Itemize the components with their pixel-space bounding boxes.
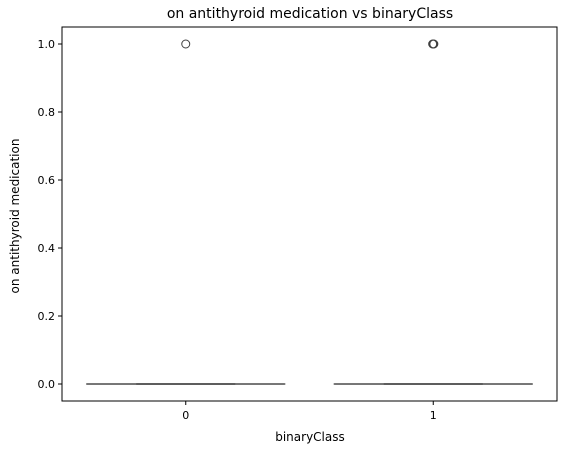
y-tick-label-1: 0.2 [38, 310, 56, 323]
y-tick-label-0: 0.0 [38, 378, 56, 391]
y-tick-label-4: 0.8 [38, 106, 56, 119]
y-tick-label-3: 0.6 [38, 174, 56, 187]
x-axis-label: binaryClass [275, 430, 345, 444]
chart-title: on antithyroid medication vs binaryClass [167, 6, 453, 22]
y-tick-label-2: 0.4 [38, 242, 56, 255]
x-tick-label-1: 1 [430, 409, 437, 422]
outlier-point-0-0 [181, 39, 191, 49]
y-tick-label-5: 1.0 [38, 38, 56, 51]
outlier-point-1-2 [429, 39, 439, 49]
x-tick-label-0: 0 [182, 409, 189, 422]
plot-area: 0.0 0.2 0.4 0.6 0.8 1.0 0 1 [38, 26, 558, 422]
axes-frame [61, 26, 558, 402]
y-axis-label: on antithyroid medication [8, 139, 22, 294]
